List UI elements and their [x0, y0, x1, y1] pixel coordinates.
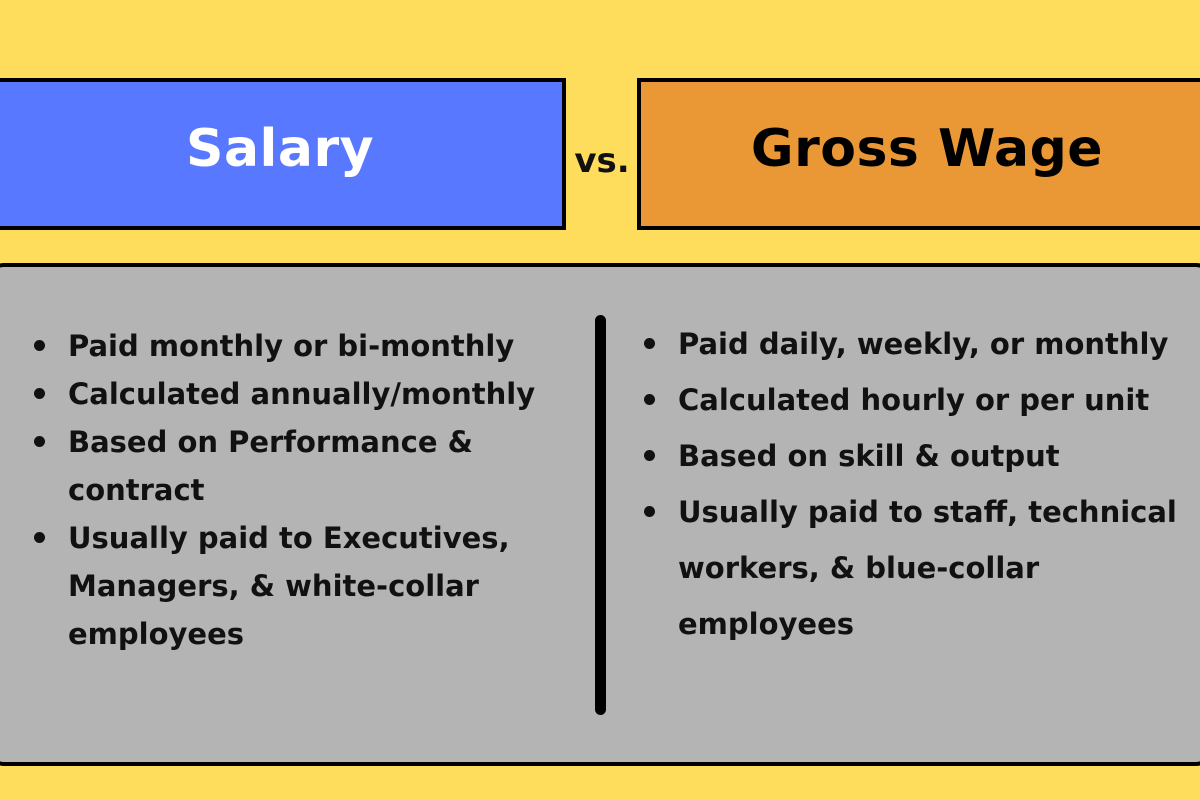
bullet-icon [644, 450, 655, 461]
bullet-icon [644, 394, 655, 405]
gross-wage-list-item: Paid daily, weekly, or monthly [644, 316, 1194, 372]
gross-wage-list-item-text: Calculated hourly or per unit [678, 383, 1150, 417]
gross-wage-list-item-text: Based on skill & output [678, 439, 1060, 473]
bullet-icon [644, 338, 655, 349]
gross-wage-list-item: Usually paid to staff, technical workers… [644, 484, 1194, 652]
gross-wage-list-item-text: Paid daily, weekly, or monthly [678, 327, 1169, 361]
salary-list-item-text: Based on Performance & contract [68, 425, 473, 507]
gross-wage-header: Gross Wage [637, 78, 1200, 230]
salary-list: Paid monthly or bi-monthly Calculated an… [34, 322, 579, 658]
salary-header: Salary [0, 78, 566, 230]
salary-list-item: Paid monthly or bi-monthly [34, 322, 579, 370]
salary-list-item-text: Paid monthly or bi-monthly [68, 329, 515, 363]
bullet-icon [34, 436, 45, 447]
salary-list-item: Usually paid to Executives, Managers, & … [34, 514, 579, 658]
gross-wage-list-item-text: Usually paid to staff, technical workers… [678, 495, 1177, 641]
gross-wage-title: Gross Wage [750, 119, 1104, 179]
bullet-icon [34, 388, 45, 399]
bullet-icon [644, 506, 655, 517]
salary-list-item: Calculated annually/monthly [34, 370, 579, 418]
vs-label: vs. [574, 141, 630, 181]
bullet-icon [34, 532, 45, 543]
column-divider [595, 315, 606, 715]
bullet-icon [34, 340, 45, 351]
gross-wage-list-item: Based on skill & output [644, 428, 1194, 484]
gross-wage-list: Paid daily, weekly, or monthly Calculate… [644, 316, 1194, 652]
salary-list-item: Based on Performance & contract [34, 418, 579, 514]
salary-list-item-text: Usually paid to Executives, Managers, & … [68, 521, 510, 651]
salary-title: Salary [186, 119, 374, 179]
salary-list-item-text: Calculated annually/monthly [68, 377, 536, 411]
gross-wage-list-item: Calculated hourly or per unit [644, 372, 1194, 428]
